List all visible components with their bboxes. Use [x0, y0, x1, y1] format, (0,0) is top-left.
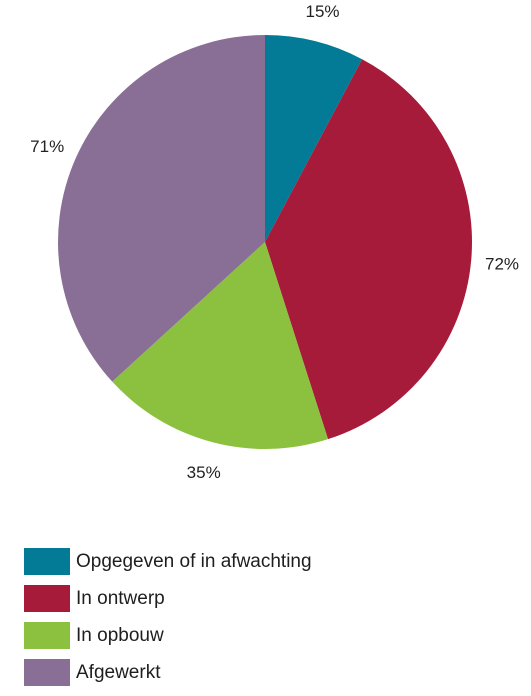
data-label-in-ontwerp: 72%	[485, 254, 519, 273]
data-label-opgegeven-of-in-afwachting: 15%	[305, 2, 339, 21]
legend-item-in-ontwerp: In ontwerp	[24, 585, 504, 612]
pie-slice-in-ontwerp	[265, 59, 473, 440]
legend-swatch-afgewerkt	[24, 659, 70, 686]
pie-slice-opgegeven-of-in-afwachting	[265, 35, 363, 242]
legend-item-afgewerkt: Afgewerkt	[24, 659, 504, 686]
pie-slice-in-opbouw	[112, 242, 328, 449]
legend-label-in-ontwerp: In ontwerp	[76, 588, 165, 609]
pie-data-labels: 15% 72% 35% 71%	[30, 2, 519, 482]
legend-item-opgegeven: Opgegeven of in afwachting	[24, 548, 504, 575]
pie-slice-afgewerkt	[58, 35, 265, 382]
legend-label-afgewerkt: Afgewerkt	[76, 662, 161, 683]
legend-swatch-opgegeven	[24, 548, 70, 575]
legend-item-in-opbouw: In opbouw	[24, 622, 504, 649]
pie-slices	[58, 35, 473, 449]
legend-swatch-in-ontwerp	[24, 585, 70, 612]
chart-legend: Opgegeven of in afwachting In ontwerp In…	[24, 548, 504, 696]
legend-swatch-in-opbouw	[24, 622, 70, 649]
data-label-in-opbouw: 35%	[187, 463, 221, 482]
legend-label-opgegeven: Opgegeven of in afwachting	[76, 551, 312, 572]
data-label-afgewerkt: 71%	[30, 137, 64, 156]
pie-chart: 15% 72% 35% 71%	[30, 2, 519, 482]
legend-label-in-opbouw: In opbouw	[76, 625, 164, 646]
